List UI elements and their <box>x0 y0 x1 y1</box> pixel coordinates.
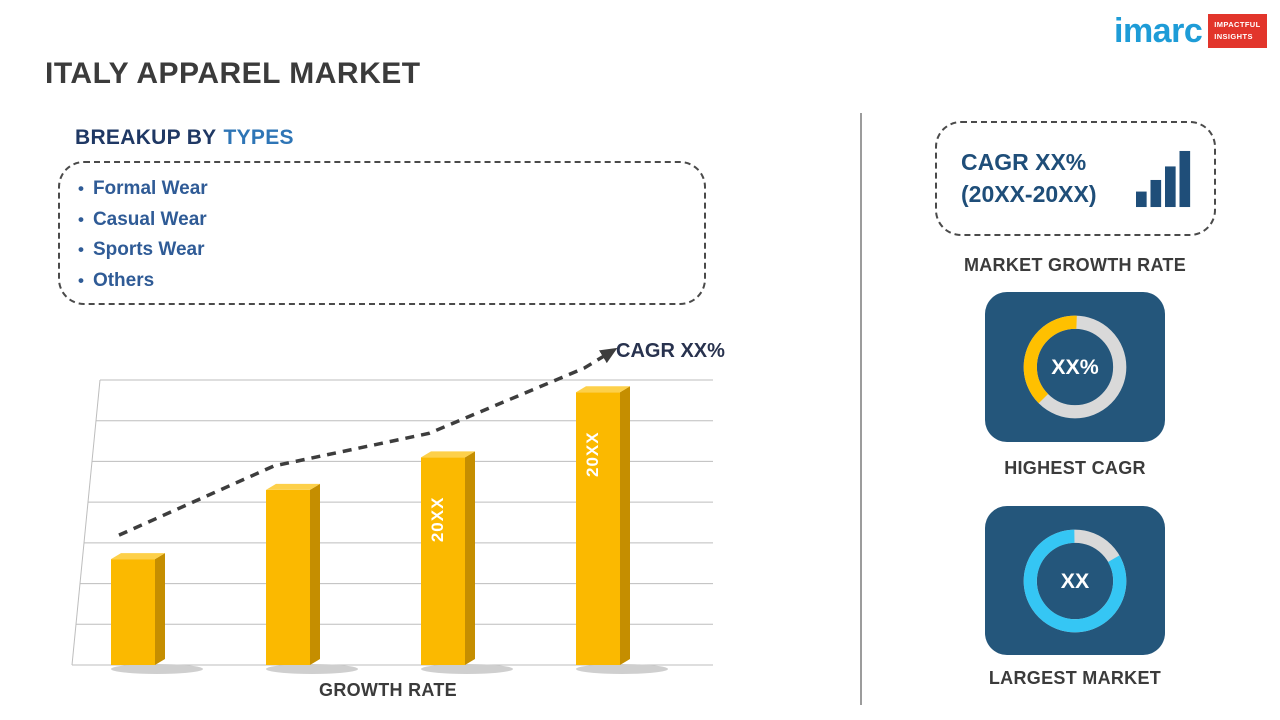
list-item: • Formal Wear <box>78 174 704 205</box>
largest-market-card: XX <box>985 506 1165 655</box>
donut-accent-arc <box>1023 315 1127 419</box>
bullet-icon: • <box>78 179 84 198</box>
breakup-item-label: Others <box>92 269 155 291</box>
imarc-logo-tagline: IMPACTFUL INSIGHTS <box>1208 14 1267 48</box>
chart-y-axis <box>71 379 101 666</box>
breakup-item-label: Formal Wear <box>92 178 208 199</box>
largest-market-label: LARGEST MARKET <box>988 668 1162 688</box>
list-item: • Casual Wear <box>78 205 704 236</box>
breakup-heading: BREAKUP BY TYPES <box>75 126 294 150</box>
chart-x-axis-label: GROWTH RATE <box>319 680 457 700</box>
breakup-heading-highlight: TYPES <box>223 126 294 149</box>
highest-cagr-card: XX% <box>985 292 1165 442</box>
list-item: • Others <box>78 266 704 297</box>
bullet-icon: • <box>78 240 84 259</box>
growth-bar-chart: 20XX 20XX <box>71 347 713 674</box>
svg-text:20XX: 20XX <box>583 431 602 477</box>
imarc-tagline-line1: IMPACTFUL <box>1214 20 1261 29</box>
breakup-types-box: • Formal Wear • Casual Wear • Sports Wea… <box>58 161 706 305</box>
highest-cagr-value: XX% <box>1051 355 1098 379</box>
growth-bars-icon <box>1136 150 1191 207</box>
chart-bars: 20XX 20XX <box>111 386 668 674</box>
vertical-divider <box>860 113 862 705</box>
cagr-summary-text: CAGR XX% (20XX-20XX) <box>961 147 1097 209</box>
highest-cagr-label: HIGHEST CAGR <box>1004 458 1146 478</box>
svg-text:20XX: 20XX <box>428 497 447 543</box>
cagr-value-line: CAGR XX% <box>961 149 1087 176</box>
list-item: • Sports Wear <box>78 235 704 266</box>
chart-cagr-annotation: CAGR XX% <box>616 340 725 362</box>
largest-market-donut: XX <box>1023 529 1127 632</box>
imarc-tagline-line2: INSIGHTS <box>1214 32 1253 41</box>
breakup-heading-prefix: BREAKUP BY <box>75 126 217 149</box>
bullet-icon: • <box>78 209 84 229</box>
market-growth-rate-label: MARKET GROWTH RATE <box>963 255 1187 275</box>
page-title: ITALY APPAREL MARKET <box>45 57 421 90</box>
breakup-item-label: Casual Wear <box>92 208 207 230</box>
imarc-logo: imarc IMPACTFUL INSIGHTS <box>1114 14 1267 48</box>
cagr-summary-card: CAGR XX% (20XX-20XX) <box>935 121 1216 236</box>
breakup-item-label: Sports Wear <box>92 239 205 260</box>
imarc-logo-text: imarc <box>1114 12 1203 50</box>
bullet-icon: • <box>78 270 84 290</box>
cagr-period-line: (20XX-20XX) <box>961 180 1097 207</box>
largest-market-value: XX <box>1061 569 1090 593</box>
highest-cagr-donut: XX% <box>1023 315 1127 419</box>
